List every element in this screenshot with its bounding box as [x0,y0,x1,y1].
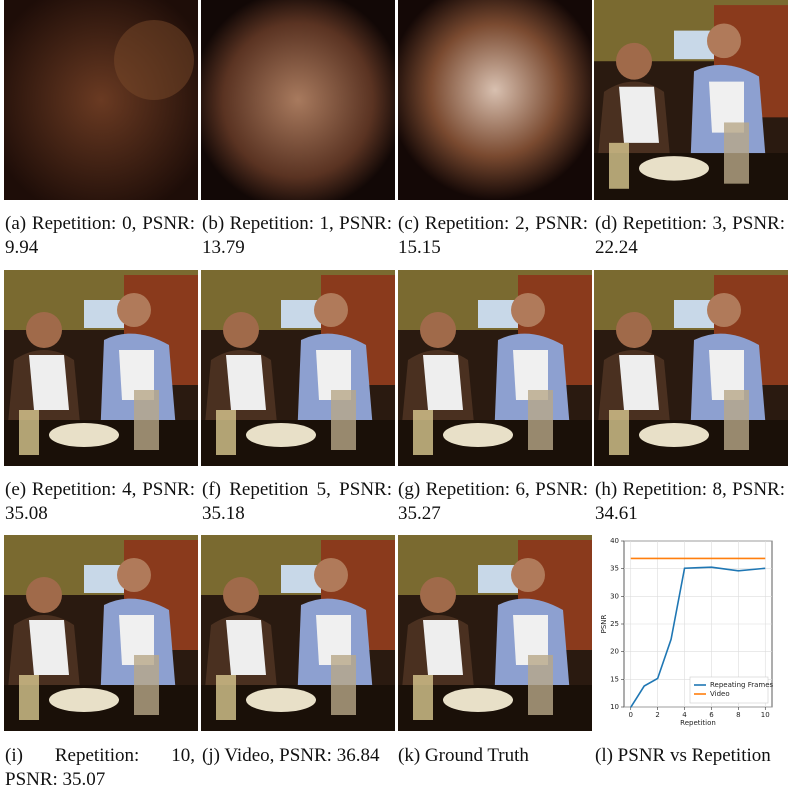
caption: (i) Repetition: 10, PSNR: 35.07 [5,744,195,792]
caption: (a) Repetition: 0, PSNR: 9.94 [5,212,195,260]
psnr-chart: 10 15 20 25 30 35 40 0 2 4 6 8 10 Repetition PSNR Repea… [594,535,788,735]
legend-label: Repeating Frames [710,681,774,689]
caption: (k) Ground Truth [398,744,588,768]
caption: (j) Video, PSNR: 36.84 [202,744,392,768]
x-tick-label: 6 [709,711,714,719]
y-tick-label: 25 [610,620,619,628]
x-tick-label: 0 [628,711,632,719]
x-axis-label: Repetition [680,719,716,727]
y-tick-label: 10 [610,703,619,711]
caption: (c) Repetition: 2, PSNR: 15.15 [398,212,588,260]
y-tick-label: 35 [610,565,619,573]
panel-image [4,0,198,200]
panel-image [398,0,592,200]
panel-image [398,270,592,466]
y-tick-label: 30 [610,592,619,600]
panel-image [201,270,395,466]
panel-image [4,270,198,466]
caption: (f) Repetition 5, PSNR: 35.18 [202,478,392,526]
y-axis-label: PSNR [600,614,608,633]
x-tick-label: 8 [736,711,740,719]
caption: (l) PSNR vs Repetition [595,744,785,768]
caption: (b) Repetition: 1, PSNR: 13.79 [202,212,392,260]
caption: (d) Repetition: 3, PSNR: 22.24 [595,212,785,260]
panel-image [201,535,395,731]
caption: (e) Repetition: 4, PSNR: 35.08 [5,478,195,526]
x-tick-label: 2 [655,711,659,719]
panel-image [201,0,395,200]
x-tick-label: 4 [682,711,687,719]
panel-image [398,535,592,731]
x-tick-label: 10 [761,711,770,719]
panel-image [594,0,788,200]
y-tick-label: 40 [610,537,619,545]
panel-image [594,270,788,466]
figure-page: {"figure": {"panels": [ {"caption": "(a)… [0,0,792,795]
y-tick-label: 20 [610,648,619,656]
y-tick-label: 15 [610,675,619,683]
caption: (g) Repetition: 6, PSNR: 35.27 [398,478,588,526]
caption: (h) Repetition: 8, PSNR: 34.61 [595,478,785,526]
panel-image [4,535,198,731]
legend-label: Video [710,690,730,698]
